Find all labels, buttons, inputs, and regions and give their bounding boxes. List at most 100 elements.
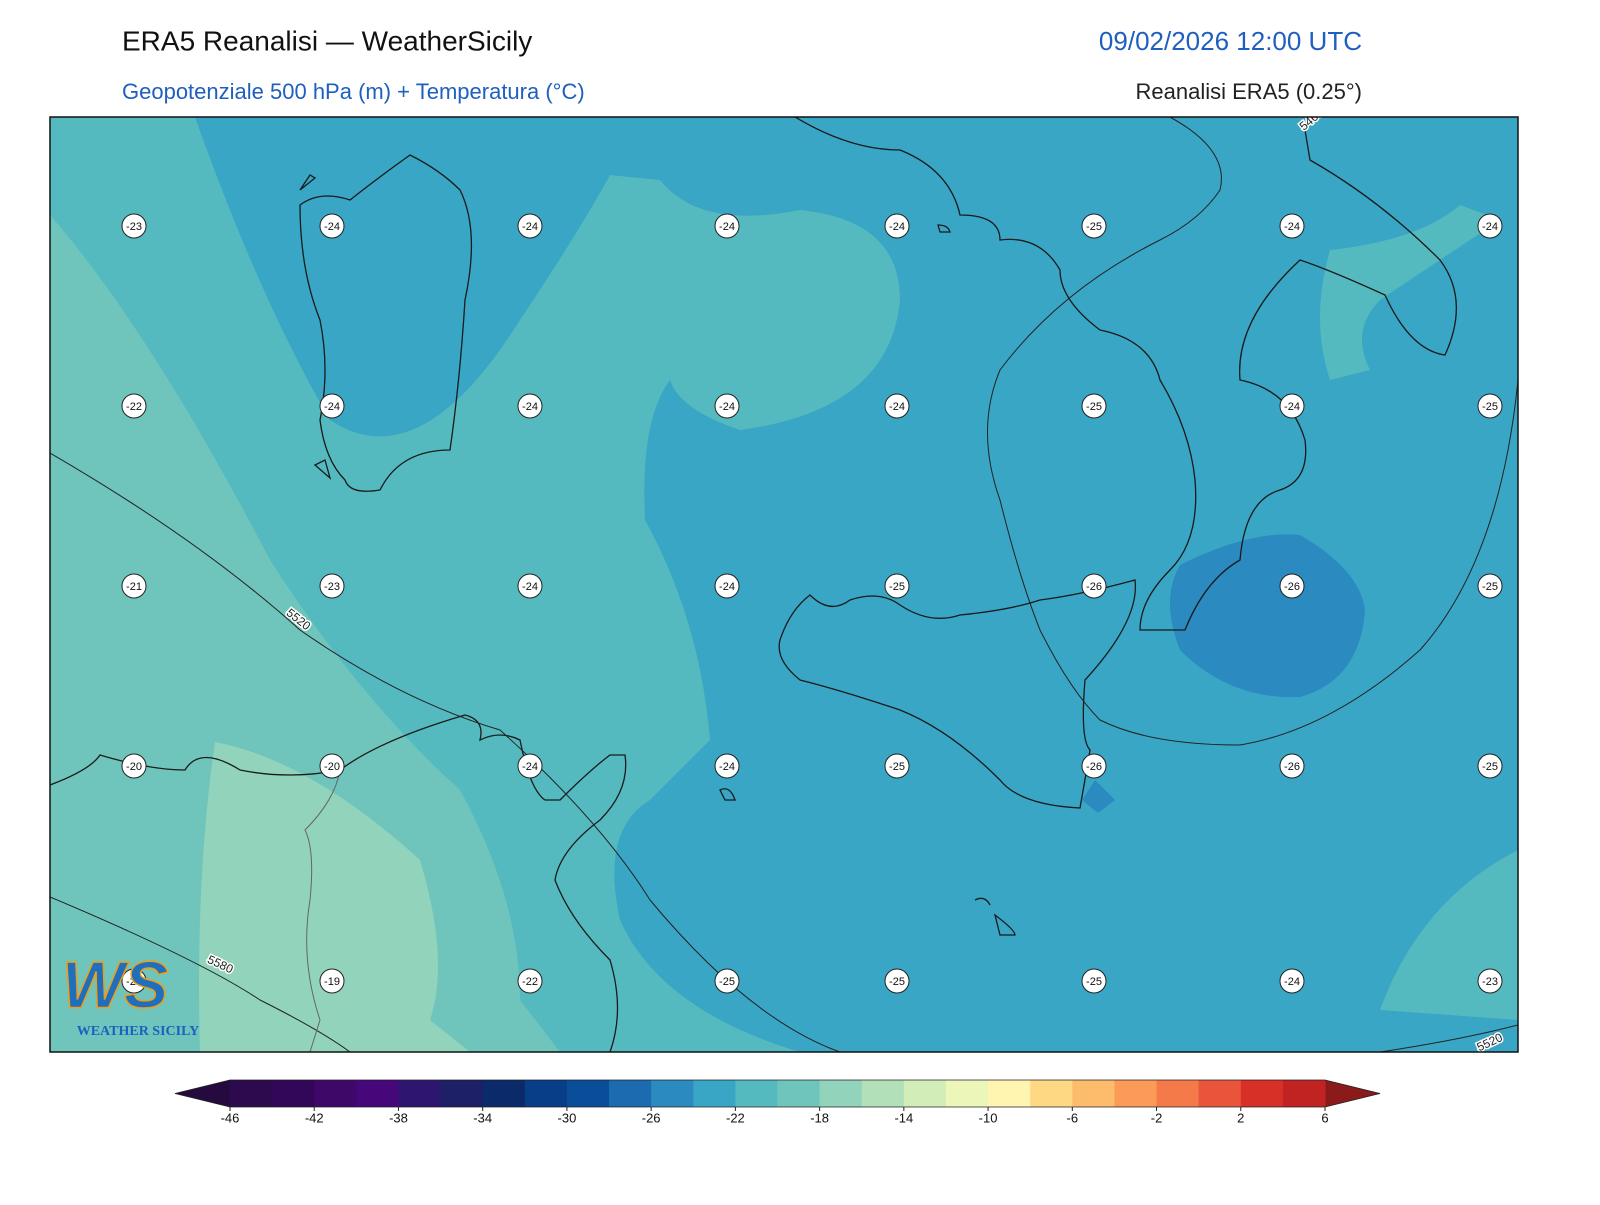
- colorbar-swatch: [1030, 1080, 1073, 1107]
- station-temp: -26: [1284, 581, 1300, 593]
- colorbar-swatch: [440, 1080, 484, 1107]
- station-temp: -25: [1482, 401, 1498, 413]
- colorbar-tick-label: -26: [642, 1110, 661, 1125]
- station-marker: [1279, 753, 1305, 779]
- station-temp: -24: [522, 401, 538, 413]
- colorbar-swatch: [566, 1080, 610, 1107]
- colorbar-swatch: [272, 1080, 315, 1107]
- colorbar-tick-label: -42: [305, 1110, 324, 1125]
- station-marker: [319, 753, 345, 779]
- colorbar-swatch: [651, 1080, 694, 1107]
- title: ERA5 Reanalisi — WeatherSicily: [122, 25, 532, 56]
- station-temp: -24: [889, 221, 905, 233]
- station-marker: [1477, 213, 1503, 239]
- colorbar-swatch: [356, 1080, 399, 1107]
- colorbar-tick-label: -46: [221, 1110, 240, 1125]
- station-marker: [714, 753, 740, 779]
- station-temp: -25: [1086, 401, 1102, 413]
- station-temp: -24: [1482, 221, 1498, 233]
- station-marker: [884, 573, 910, 599]
- colorbar-swatch: [861, 1080, 905, 1107]
- colorbar-swatch: [398, 1080, 442, 1107]
- station-marker: [1081, 213, 1107, 239]
- logo-name: WEATHER SICILY: [77, 1024, 200, 1039]
- field: [199, 742, 470, 1052]
- coastline: [794, 117, 1458, 631]
- colorbar-swatch: [1114, 1080, 1158, 1107]
- isohypse: [1379, 1024, 1518, 1052]
- station-marker: [1477, 753, 1503, 779]
- colorbar-tick-label: -18: [810, 1110, 829, 1125]
- colorbar-extend: [175, 1080, 230, 1107]
- colorbar-tick-label: -30: [558, 1110, 577, 1125]
- station-temp: -24: [719, 581, 735, 593]
- station-marker: [1081, 573, 1107, 599]
- station-marker: [714, 213, 740, 239]
- colorbar-swatch: [482, 1080, 526, 1107]
- station-marker: [1081, 968, 1107, 994]
- station-marker: [319, 573, 345, 599]
- station-temp: -26: [1284, 761, 1300, 773]
- station-marker: [1081, 393, 1107, 419]
- colorbar-swatch: [314, 1080, 357, 1107]
- colorbar-tick-label: -10: [979, 1110, 998, 1125]
- isohypse: [987, 117, 1518, 746]
- logo-mark: WS: [62, 947, 168, 1021]
- station-marker: [884, 753, 910, 779]
- station-marker: [714, 393, 740, 419]
- station-marker: [884, 968, 910, 994]
- coastline: [50, 714, 627, 1052]
- colorbar-swatch: [777, 1080, 821, 1107]
- station-marker: [714, 968, 740, 994]
- field: [1082, 780, 1115, 813]
- station-temp: -24: [719, 221, 735, 233]
- station-marker: [121, 968, 147, 994]
- station-marker: [1279, 213, 1305, 239]
- station-marker: [1279, 573, 1305, 599]
- map-frame: [49, 116, 1519, 1053]
- station-temp: -20: [126, 761, 142, 773]
- station-marker: [319, 213, 345, 239]
- colorbar-extend: [1325, 1080, 1380, 1107]
- station-marker: [121, 573, 147, 599]
- station-temp: -24: [1284, 401, 1300, 413]
- station-marker: [517, 213, 543, 239]
- station-temp: -24: [522, 761, 538, 773]
- colorbar-swatch: [819, 1080, 863, 1107]
- station-temp: -23: [1482, 976, 1498, 988]
- station-temp: -20: [126, 976, 142, 988]
- border: [304, 769, 341, 1052]
- station-temp: -24: [889, 401, 905, 413]
- station-marker: [1081, 753, 1107, 779]
- station-marker: [517, 968, 543, 994]
- station-temp: -25: [1086, 976, 1102, 988]
- station-temp: -24: [1284, 976, 1300, 988]
- station-temp: -22: [126, 401, 142, 413]
- station-temp: -19: [324, 976, 340, 988]
- station-marker: [319, 393, 345, 419]
- field: [1170, 534, 1365, 698]
- colorbar-swatch: [1282, 1080, 1326, 1107]
- station-temp: -23: [324, 581, 340, 593]
- colorbar-swatch: [903, 1080, 947, 1107]
- isohypse: [50, 452, 841, 1052]
- colorbar: -46 -42 -38 -34 -30 -26 -22 -18 -14 -10 -6 -2 2 6: [174, 1079, 1381, 1125]
- station-temp: -25: [1482, 581, 1498, 593]
- colorbar-swatch: [1198, 1080, 1242, 1107]
- station-marker: [1279, 393, 1305, 419]
- station-temp: -25: [1086, 221, 1102, 233]
- colorbar-tick-label: -6: [1067, 1110, 1079, 1125]
- coastline: [299, 174, 1016, 936]
- station-marker: [884, 393, 910, 419]
- station-temp: -25: [889, 976, 905, 988]
- colorbar-swatch: [609, 1080, 652, 1107]
- station-temp: -20: [324, 761, 340, 773]
- colorbar-tick-label: 6: [1321, 1110, 1328, 1125]
- station-marker: [121, 393, 147, 419]
- colorbar-tick-label: -14: [894, 1110, 913, 1125]
- station-temp: -22: [522, 976, 538, 988]
- station-marker: [319, 968, 345, 994]
- station-temp: -25: [719, 976, 735, 988]
- colorbar-swatch: [988, 1080, 1031, 1107]
